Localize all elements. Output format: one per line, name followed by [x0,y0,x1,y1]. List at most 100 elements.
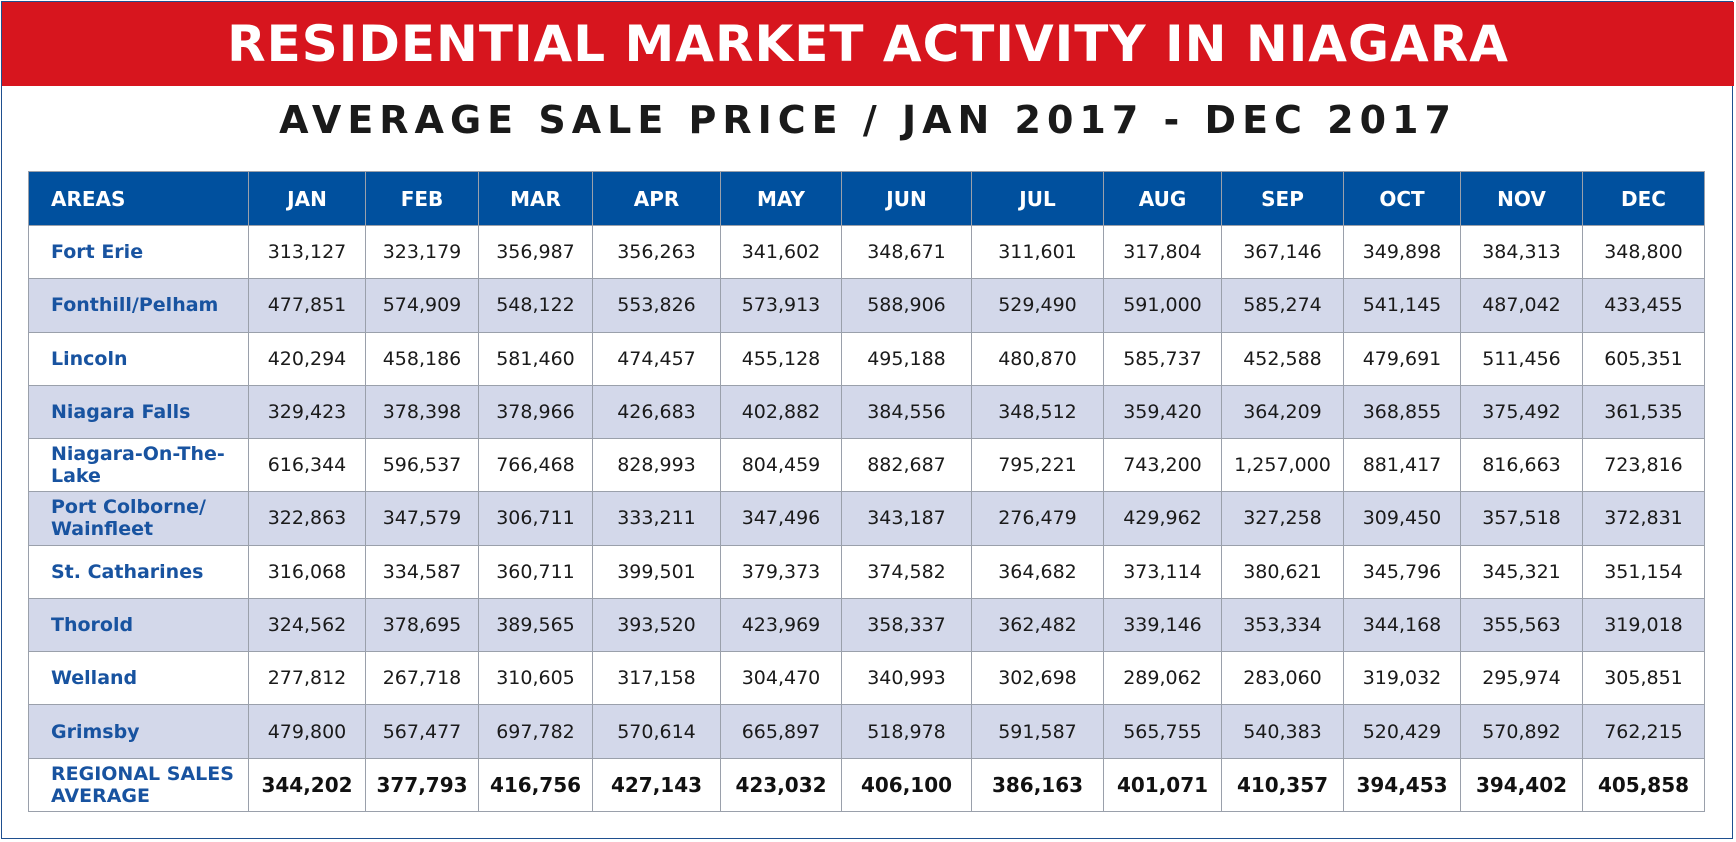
price-cell: 479,800 [248,704,366,759]
price-cell: 306,711 [478,491,593,546]
price-cell: 553,826 [592,278,721,333]
price-cell: 319,018 [1582,597,1705,653]
price-cell: 359,420 [1103,384,1222,440]
price-cell: 339,146 [1103,597,1222,653]
price-cell: 616,344 [248,438,366,493]
price-cell: 341,602 [720,224,842,280]
price-cell: 277,812 [248,651,366,706]
price-cell: 574,909 [365,278,479,333]
price-cell: 573,913 [720,278,842,333]
price-cell: 374,582 [841,544,972,599]
price-cell: 399,501 [592,544,721,599]
price-cell: 357,518 [1460,491,1583,546]
price-cell: 323,179 [365,224,479,280]
column-header-nov: NOV [1460,171,1583,226]
price-cell: 364,682 [971,544,1104,599]
price-cell: 362,482 [971,597,1104,653]
price-cell: 804,459 [720,438,842,493]
price-cell: 375,492 [1460,384,1583,440]
price-cell: 458,186 [365,331,479,386]
column-header-mar: MAR [478,171,593,226]
price-cell: 289,062 [1103,651,1222,706]
column-header-apr: APR [592,171,721,226]
price-cell: 309,450 [1343,491,1461,546]
price-cell: 565,755 [1103,704,1222,759]
table-row: Welland 277,812 267,718 310,605 317,158 304,4… [28,651,1705,706]
price-cell: 348,512 [971,384,1104,440]
column-header-feb: FEB [365,171,479,226]
column-header-jan: JAN [248,171,366,226]
column-header-jun: JUN [841,171,972,226]
price-cell: 389,565 [478,597,593,653]
price-cell: 762,215 [1582,704,1705,759]
price-cell: 1,257,000 [1221,438,1344,493]
area-label: Port Colborne/ Wainfleet [28,491,249,546]
price-cell: 479,691 [1343,331,1461,386]
price-cell: 327,258 [1221,491,1344,546]
price-cell: 697,782 [478,704,593,759]
price-cell: 380,621 [1221,544,1344,599]
price-cell: 474,457 [592,331,721,386]
price-cell: 429,962 [1103,491,1222,546]
price-cell: 402,882 [720,384,842,440]
regional-average-cell: 401,071 [1103,757,1222,813]
regional-average-cell: 416,756 [478,757,593,813]
regional-average-cell: 410,357 [1221,757,1344,813]
price-cell: 420,294 [248,331,366,386]
price-cell: 518,978 [841,704,972,759]
price-cell: 384,556 [841,384,972,440]
price-cell: 333,211 [592,491,721,546]
price-cell: 378,695 [365,597,479,653]
price-cell: 379,373 [720,544,842,599]
regional-average-cell: 394,402 [1460,757,1583,813]
price-cell: 347,579 [365,491,479,546]
price-cell: 588,906 [841,278,972,333]
price-cell: 355,563 [1460,597,1583,653]
column-header-aug: AUG [1103,171,1222,226]
price-cell: 487,042 [1460,278,1583,333]
price-cell: 361,535 [1582,384,1705,440]
table-row: Niagara Falls 329,423 378,398 378,966 426,68… [28,384,1705,440]
price-cell: 882,687 [841,438,972,493]
table-row: Fonthill/Pelham 477,851 574,909 548,122 553,… [28,278,1705,333]
price-cell: 313,127 [248,224,366,280]
regional-average-row: REGIONAL SALES AVERAGE 344,202 377,793 416,… [28,757,1705,813]
price-cell: 570,614 [592,704,721,759]
price-cell: 585,737 [1103,331,1222,386]
table-row: Thorold 324,562 378,695 389,565 393,520 423,9… [28,597,1705,653]
regional-average-cell: 406,100 [841,757,972,813]
price-cell: 605,351 [1582,331,1705,386]
price-cell: 311,601 [971,224,1104,280]
price-cell: 367,146 [1221,224,1344,280]
column-header-oct: OCT [1343,171,1461,226]
price-cell: 585,274 [1221,278,1344,333]
column-header-dec: DEC [1582,171,1705,226]
price-cell: 766,468 [478,438,593,493]
price-cell: 345,321 [1460,544,1583,599]
price-cell: 304,470 [720,651,842,706]
price-cell: 433,455 [1582,278,1705,333]
regional-average-cell: 377,793 [365,757,479,813]
price-cell: 334,587 [365,544,479,599]
price-cell: 426,683 [592,384,721,440]
price-cell: 723,816 [1582,438,1705,493]
table-row: Niagara-On-The-Lake 616,344 596,537 766,468… [28,438,1705,493]
regional-average-cell: 344,202 [248,757,366,813]
price-cell: 372,831 [1582,491,1705,546]
price-cell: 384,313 [1460,224,1583,280]
area-label: Niagara Falls [28,384,249,440]
column-header-areas: AREAS [28,171,249,226]
price-cell: 540,383 [1221,704,1344,759]
price-cell: 567,477 [365,704,479,759]
price-cell: 665,897 [720,704,842,759]
price-cell: 348,671 [841,224,972,280]
price-cell: 348,800 [1582,224,1705,280]
price-cell: 480,870 [971,331,1104,386]
price-cell: 881,417 [1343,438,1461,493]
price-cell: 358,337 [841,597,972,653]
price-cell: 520,429 [1343,704,1461,759]
price-cell: 591,000 [1103,278,1222,333]
price-cell: 324,562 [248,597,366,653]
price-cell: 743,200 [1103,438,1222,493]
price-cell: 344,168 [1343,597,1461,653]
